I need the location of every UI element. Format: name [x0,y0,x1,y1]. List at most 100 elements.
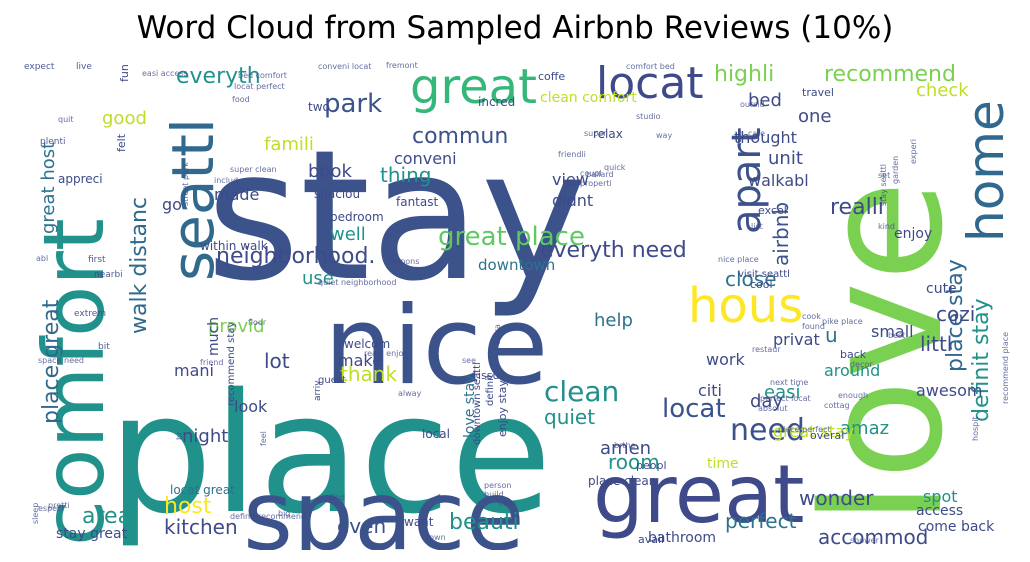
word-stay-great: stay great [56,526,128,542]
word-absolut: absolut [758,404,787,413]
word-well: well [330,224,366,245]
word-hospit: hospit [971,416,980,441]
word-enjoy: enjoy [894,226,932,242]
word-great-place: great place [438,222,585,252]
word-ballard: ballard [586,170,614,179]
word-way: way [656,131,672,140]
word-area: area [82,504,131,529]
word-town: town [426,533,446,542]
word-guest: guest [318,375,346,386]
word-spaciou: spaciou [314,187,360,201]
word-definit-stay: definit stay [969,298,994,422]
word-great: great [593,448,805,541]
word-day: day [750,391,783,412]
word-enough: enough [838,391,868,400]
word-realli: realli [830,195,884,220]
word-unit: unit [768,148,803,169]
word-easi-access: easi access [142,69,188,78]
word-cute: cute [926,281,957,297]
word-one: one [798,106,832,127]
word-make: make [338,351,382,370]
word-stay: stay [206,112,587,321]
word-walkabl: walkabl [748,171,809,190]
word-coffe: coffe [538,70,565,83]
word-need: need [730,413,805,448]
word-welcom: welcom [344,337,390,351]
word-realli-enjoy: realli enjoy [364,349,408,358]
word-build: build [484,490,504,499]
word-floor: floor [248,318,267,327]
word-close: close [725,267,777,291]
word-night: night [182,426,228,447]
word-expect: expect [24,62,55,72]
word-shower: shower [850,536,880,545]
word-love: love [787,180,979,526]
word-list: list [751,222,763,231]
word-recommend-stay: recommend stay [226,322,237,406]
page-title: Word Cloud from Sampled Airbnb Reviews (… [136,10,894,46]
word-find: find [330,493,345,502]
word-best: best [888,331,905,340]
word-home: home [957,100,1012,242]
word-first: first [88,255,106,265]
word-two: two [308,100,330,114]
word-walk-distanc: walk distanc [127,197,152,334]
word-properti: properti [580,179,612,188]
word-experi: experi [909,139,918,164]
word-locat-great: locat great [170,483,235,497]
word-avail: avail [638,533,664,546]
word-super: super [584,129,607,138]
word-abl: abl [36,254,48,263]
word-look: look [234,397,268,416]
word-see: see [462,356,476,365]
word-good: good [102,108,147,129]
word-live: live [76,62,92,72]
word-street-park: street park [181,162,190,206]
word-didnt: didnt [552,191,593,210]
word-conveni: conveni [394,149,457,168]
word-friend: friend [200,358,223,367]
word-overal: overal [810,429,844,442]
word-coupl: coupl [580,169,602,178]
word-place-stay: place stay [943,259,968,372]
word-conveni-locat: conveni locat [318,62,371,71]
word-great-stay: great stay [773,422,854,441]
word-want: want [404,515,434,529]
word-nearbi: nearbi [94,270,123,280]
word-wonder: wonder [799,486,874,510]
word-thought: thought [734,128,797,147]
word-great: great [410,59,537,115]
word-even: even [337,514,386,538]
word-decor: decor [850,360,873,369]
word-recommend: recommend [824,62,956,87]
word-kind: kind [878,222,895,231]
word-appreci: appreci [58,172,103,186]
word-travel: travel [802,86,834,99]
word-come-back: come back [918,519,995,535]
word-fantast: fantast [396,195,438,209]
word-clean: clean [544,375,619,408]
word-cafe: cafe [748,129,765,138]
word-host: host [164,494,212,519]
word-outsid: outsid [740,100,765,109]
word-bed-comfort: bed comfort [238,71,287,80]
word-sleep: sleep [31,503,40,524]
word-cloud-canvas: stay place love nice comfort space great seattl… [24,58,1012,550]
word-includ: includ [214,176,238,185]
word-everyth-need: everyth need [540,238,687,263]
word-work: work [706,350,745,369]
word-locat: locat [596,58,704,109]
word-made: made [214,185,259,204]
word-cozi: cozi [936,302,975,326]
word-definit: definit [485,374,496,406]
word-next-time: next time [770,378,808,387]
word-mani: mani [174,361,214,380]
word-book: book [308,161,352,182]
word-perfect: perfect [725,509,797,533]
word-felt: felt [115,133,128,152]
word-visit-seattl: visit seattl [738,269,790,280]
word-found: found [802,322,825,331]
word-bit: bit [98,342,110,352]
word-alway: alway [398,389,422,398]
word-go: go [162,195,182,214]
